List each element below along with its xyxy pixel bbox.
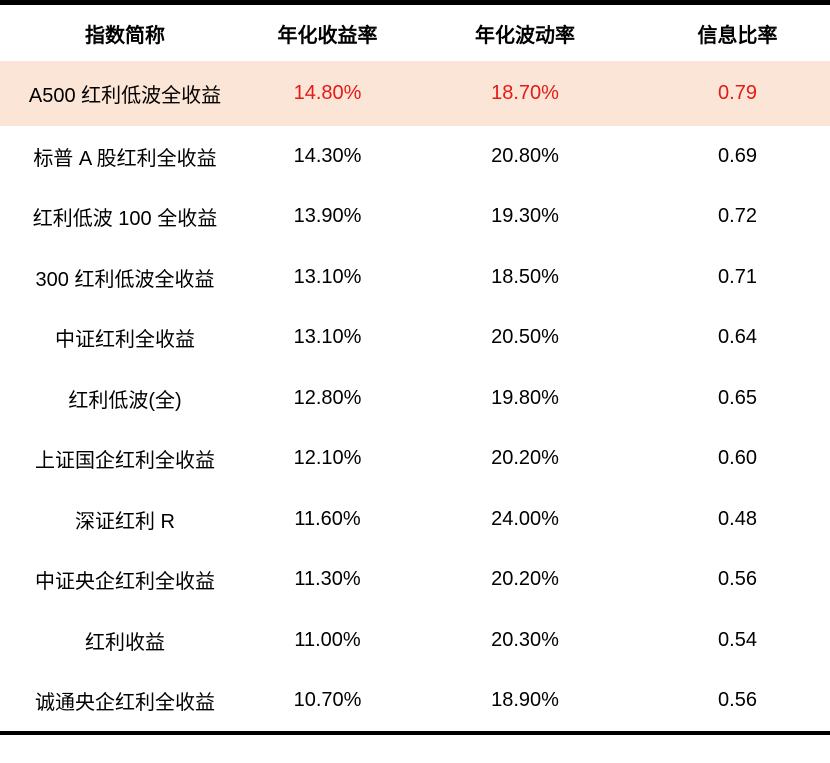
annual-return-cell: 12.10%	[293, 447, 362, 470]
annual-return-cell: 13.10%	[293, 326, 362, 349]
dividend-index-comparison-table: 指数简称 年化收益率 年化波动率 信息比率 A500 红利低波全收益 14.80…	[0, 0, 830, 735]
table-row: 300 红利低波全收益 13.10% 18.50% 0.71	[0, 247, 830, 308]
index-name-cell: 上证国企红利全收益	[35, 450, 215, 473]
info-ratio-cell: 0.48	[718, 507, 757, 530]
annual-vol-cell: 19.80%	[491, 386, 559, 409]
header-annualized-return: 年化收益率	[277, 24, 378, 47]
table-row: 深证红利 R 11.60% 24.00% 0.48	[0, 489, 830, 550]
table-row: 诚通央企红利全收益 10.70% 18.90% 0.56	[0, 671, 830, 732]
annual-vol-cell: 20.20%	[491, 447, 559, 470]
annual-vol-cell: 24.00%	[491, 507, 559, 530]
header-annualized-volatility: 年化波动率	[475, 24, 575, 47]
table-row: 上证国企红利全收益 12.10% 20.20% 0.60	[0, 429, 830, 490]
annual-vol-cell: 18.90%	[491, 689, 559, 712]
info-ratio-cell: 0.60	[718, 447, 757, 470]
index-name-cell: 中证央企红利全收益	[35, 571, 215, 594]
index-name-cell: 300 红利低波全收益	[35, 268, 215, 291]
info-ratio-cell: 0.56	[718, 568, 757, 591]
index-name-cell: 红利收益	[85, 631, 165, 654]
annual-vol-cell: 20.80%	[491, 144, 559, 167]
info-ratio-cell: 0.64	[718, 326, 757, 349]
info-ratio-cell: 0.72	[718, 205, 757, 228]
annual-vol-cell: 19.30%	[491, 205, 559, 228]
annual-return-cell: 11.60%	[294, 507, 361, 530]
info-ratio-cell: 0.79	[718, 82, 757, 104]
annual-return-cell: 13.90%	[293, 205, 362, 228]
table-row: 中证红利全收益 13.10% 20.50% 0.64	[0, 308, 830, 369]
index-name-cell: 深证红利 R	[75, 510, 175, 533]
index-name-cell: 标普 A 股红利全收益	[33, 147, 217, 170]
info-ratio-cell: 0.69	[718, 144, 757, 167]
annual-return-cell: 14.80%	[293, 82, 362, 104]
index-name-cell: 红利低波 100 全收益	[32, 208, 218, 231]
index-name-cell: 诚通央企红利全收益	[35, 692, 215, 715]
index-name-cell: 中证红利全收益	[55, 329, 195, 352]
index-name-cell: 红利低波(全)	[68, 389, 182, 412]
table-row: 红利收益 11.00% 20.30% 0.54	[0, 610, 830, 671]
table-row: 红利低波(全) 12.80% 19.80% 0.65	[0, 368, 830, 429]
annual-return-cell: 12.80%	[293, 386, 362, 409]
annual-return-cell: 13.10%	[293, 265, 362, 288]
table-header-row: 指数简称 年化收益率 年化波动率 信息比率	[0, 5, 830, 61]
info-ratio-cell: 0.54	[718, 628, 757, 651]
table-row: 中证央企红利全收益 11.30% 20.20% 0.56	[0, 550, 830, 611]
index-name-cell: A500 红利低波全收益	[28, 85, 222, 107]
header-information-ratio: 信息比率	[697, 24, 778, 47]
header-index-name: 指数简称	[85, 24, 165, 47]
annual-vol-cell: 18.70%	[491, 82, 559, 104]
annual-return-cell: 14.30%	[293, 144, 362, 167]
annual-vol-cell: 20.50%	[491, 326, 559, 349]
table-row: 红利低波 100 全收益 13.90% 19.30% 0.72	[0, 187, 830, 248]
table-row-highlighted: A500 红利低波全收益 14.80% 18.70% 0.79	[0, 61, 830, 126]
annual-return-cell: 11.00%	[294, 628, 361, 651]
annual-vol-cell: 20.30%	[491, 628, 559, 651]
annual-return-cell: 10.70%	[293, 689, 362, 712]
info-ratio-cell: 0.71	[718, 265, 757, 288]
annual-vol-cell: 20.20%	[491, 568, 559, 591]
info-ratio-cell: 0.56	[718, 689, 757, 712]
annual-vol-cell: 18.50%	[491, 265, 559, 288]
annual-return-cell: 11.30%	[294, 568, 361, 591]
table-row: 标普 A 股红利全收益 14.30% 20.80% 0.69	[0, 126, 830, 187]
info-ratio-cell: 0.65	[718, 386, 757, 409]
